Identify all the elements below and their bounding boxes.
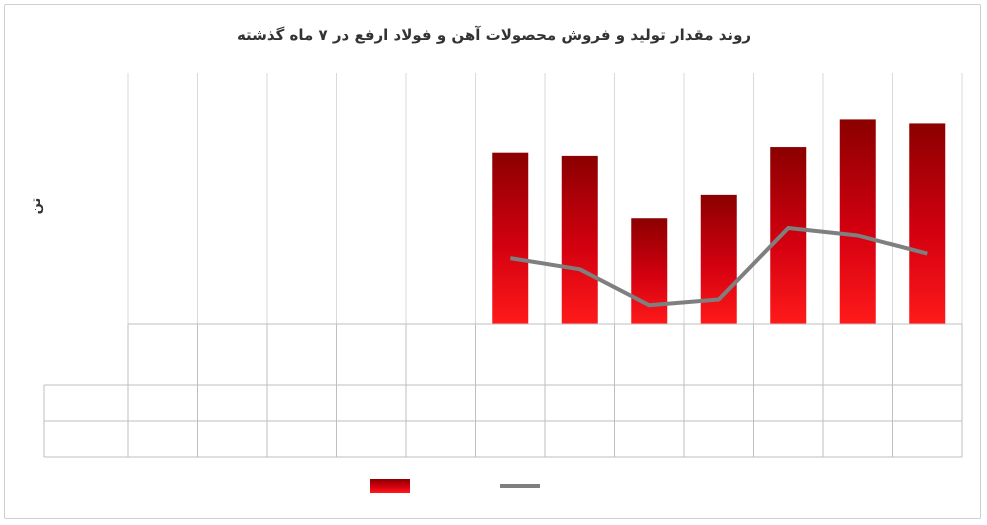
legend-swatch-production	[370, 479, 410, 493]
y-axis-label: تن	[29, 198, 44, 215]
bar	[909, 123, 946, 324]
bar	[561, 155, 598, 324]
bar	[700, 194, 737, 324]
bar	[631, 218, 668, 324]
bar	[770, 147, 807, 324]
bar	[839, 119, 876, 324]
chart-title: روند مقدار تولید و فروش محصولات آهن و فو…	[237, 26, 751, 44]
bar	[492, 152, 529, 324]
